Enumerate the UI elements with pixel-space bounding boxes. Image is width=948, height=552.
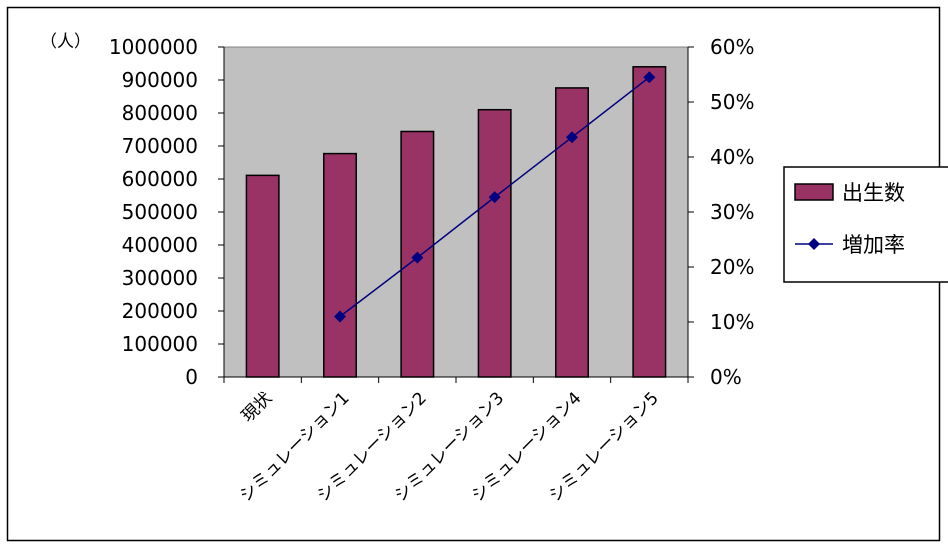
left-tick-label-10: 1000000 (109, 35, 198, 59)
left-tick-label-4: 400000 (122, 233, 198, 257)
left-tick-label-6: 600000 (122, 167, 198, 191)
left-tick-label-9: 900000 (122, 68, 198, 92)
right-tick-label-0: 0% (710, 365, 742, 389)
right-tick-label-6: 60% (710, 35, 754, 59)
right-tick-label-4: 40% (710, 145, 754, 169)
rate-marker-4 (643, 71, 656, 84)
right-axis-ticks: 0% 10% 20% 30% 40% 50% 60% (688, 35, 754, 389)
rate-marker-0 (334, 310, 346, 323)
left-axis-unit-label: （人） (40, 32, 91, 52)
rate-marker-1 (411, 251, 424, 264)
left-tick-label-0: 0 (185, 365, 198, 389)
line-series (334, 71, 656, 323)
rate-marker-2 (488, 191, 501, 204)
bar-0 (245, 174, 280, 378)
right-tick-label-1: 10% (710, 310, 754, 334)
left-axis-ticks: 0 100000 200000 300000 400000 500000 600000 700… (109, 35, 224, 389)
left-tick-label-8: 800000 (122, 101, 198, 125)
legend-label-births: 出生数 (842, 181, 905, 205)
right-tick-label-3: 30% (710, 200, 754, 224)
bar-3 (477, 108, 512, 378)
left-tick-label-2: 200000 (122, 299, 198, 323)
rate-marker-3 (566, 131, 578, 144)
legend: 出生数 増加率 (783, 166, 948, 283)
bar-5 (632, 66, 667, 378)
left-tick-label-1: 100000 (122, 332, 198, 356)
left-tick-label-7: 700000 (122, 134, 198, 158)
legend-label-rate: 増加率 (842, 233, 905, 257)
plot-area (223, 46, 689, 378)
bar-1 (323, 152, 357, 378)
left-tick-label-3: 300000 (122, 266, 198, 290)
legend-swatch-bar (794, 183, 834, 201)
right-tick-label-5: 50% (710, 90, 754, 114)
left-tick-label-5: 500000 (122, 200, 198, 224)
legend-swatch-marker (808, 238, 820, 250)
right-tick-label-2: 20% (710, 255, 754, 279)
